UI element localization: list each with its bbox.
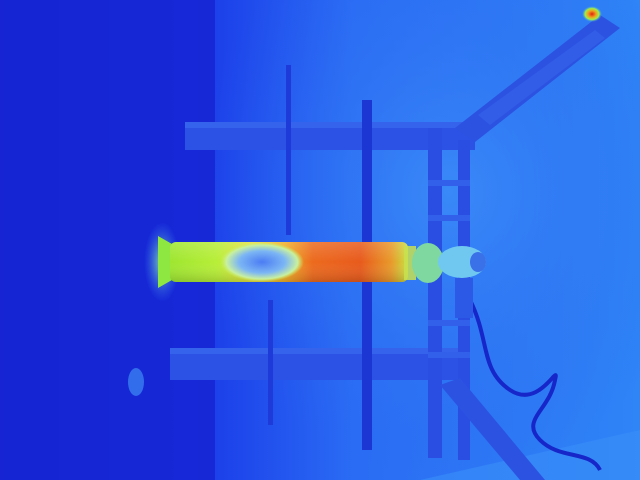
power-cable — [468, 299, 602, 472]
vertical-rod-left-lower — [268, 300, 273, 425]
frame-upright-1 — [428, 128, 442, 458]
cool-region — [220, 242, 304, 282]
right-wall — [215, 0, 640, 480]
tube-end-fitting — [412, 243, 486, 318]
hot-spot-marker — [582, 6, 602, 22]
vertical-rod-left-upper — [286, 65, 291, 235]
heater-tube — [158, 236, 416, 288]
left-wall — [0, 0, 215, 480]
diagonal-beam-lower — [440, 378, 545, 480]
floor — [420, 430, 640, 480]
wall-outlet — [128, 368, 144, 396]
